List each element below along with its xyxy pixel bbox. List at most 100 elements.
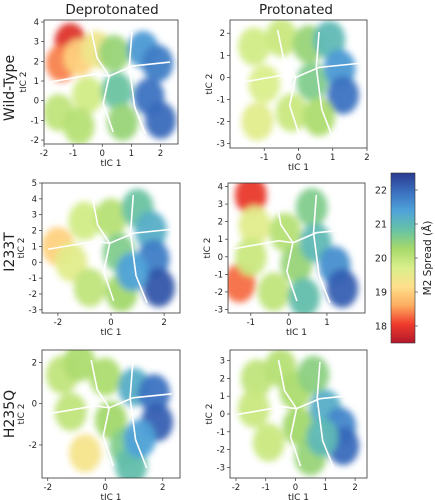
state-density-blob [313,20,346,60]
state-boundary [277,359,302,467]
y-tick-label: -3 [217,463,225,473]
state-density-blob [257,272,290,312]
y-tick-label: 1 [220,392,225,402]
colorbar-tick-label: 22 [375,186,387,197]
column-title-protonated: Protonated [259,2,333,18]
y-tick-label: -3 [29,306,37,316]
y-tick-label: 2 [220,374,225,384]
y-tick-label: 0 [32,400,37,410]
y-tick-label: 3 [218,200,223,210]
y-tick-label: 2 [32,227,37,237]
colorbar-ticks: 18 19 20 21 22 [375,186,418,333]
state-boundary [276,29,301,137]
colorbar: 18 19 20 21 22 M2 Spread (Å) [375,172,434,344]
state-density-blob [116,252,149,292]
x-tick-label: 0 [103,483,108,493]
state-density-blob [295,188,328,228]
y-tick-label: 2 [34,57,39,67]
state-density-blob [55,242,88,282]
axes-frame [43,19,179,145]
state-boundaries [235,29,360,139]
y-tick-label: -2 [217,118,225,128]
x-tick-label: 0 [100,149,105,159]
y-axis-label: tIC 2 [205,403,215,424]
x-axis-label: tIC 1 [286,328,307,338]
state-density-blob [63,350,96,382]
x-tick-label: 1 [323,483,328,493]
y-tick-label: 2 [32,358,37,368]
state-density-blob [54,392,87,432]
state-density-blob [297,355,330,395]
row-label-i233t: I233T [2,232,18,272]
state-boundary [90,359,115,467]
state-density-blob [326,268,359,308]
state-density-blob [123,419,156,458]
y-axis-label: tIC 2 [203,237,213,258]
state-density-blob [63,107,95,144]
state-boundary [129,361,148,469]
x-tick-label: -2 [40,149,48,159]
panel-i233t-protonated: -1 0 1 -3 -2 -1 0 1 2 3 4 tIC 1 tIC 2 [203,182,366,338]
density-map [46,350,174,478]
row-label-wild-type: Wild-Type [2,55,18,121]
y-tick-label: 2 [218,218,223,228]
axes-frame [41,349,181,479]
state-density-blob [303,97,336,137]
y-tick-label: -3 [215,305,223,315]
state-boundary [90,29,114,133]
state-density-blob [288,277,321,313]
y-tick-label: 0 [32,258,37,268]
x-tick-label: -1 [247,318,255,328]
y-tick-label: -1 [29,274,37,284]
x-tick-label: -1 [261,483,269,493]
x-tick-label: -1 [69,149,77,159]
y-tick-label: -3 [217,140,225,150]
axes-frame [227,182,366,314]
colorbar-label: M2 Spread (Å) [421,221,434,296]
state-density-blob [237,27,270,66]
y-axis-label: tIC 2 [17,403,27,424]
x-tick-label: -2 [44,483,52,493]
y-tick-label: -2 [217,446,225,456]
x-tick-label: 0 [286,318,291,328]
density-map [237,20,360,141]
state-density-blob [68,201,101,241]
state-density-blob [101,72,133,110]
x-tick-label: -2 [54,318,62,328]
y-tick-label: 0 [34,97,39,107]
x-tick-label: -1 [260,153,268,163]
y-tick-label: 3 [34,38,39,48]
state-density-blob [248,64,281,104]
state-density-blob [98,34,130,73]
x-axis-label: tIC 1 [100,493,121,500]
y-axis-label: tIC 2 [19,71,29,92]
y-tick-label: -1 [217,428,225,438]
panel-i233t-deprotonated: -2 0 2 -3 -2 -1 0 1 2 3 4 5 tIC 1 tIC 2 [17,179,181,338]
y-tick-label: 3 [32,211,37,221]
state-density-blob [94,198,128,238]
state-boundary [315,31,334,139]
state-boundaries [47,359,173,469]
state-density-blob [238,205,271,245]
x-tick-label: -2 [232,483,240,493]
x-tick-label: 2 [364,153,369,163]
x-tick-label: 2 [352,483,357,493]
state-density-blob [252,423,285,462]
y-tick-label: -2 [215,288,223,298]
y-tick-label: 2 [220,29,225,39]
colorbar-gradient [390,172,416,344]
density-map [237,350,360,476]
y-tick-label: 1 [220,51,225,61]
state-boundaries [49,29,171,135]
y-tick-label: -2 [29,290,37,300]
state-density-blob [265,20,298,57]
state-boundary [274,192,298,302]
y-tick-label: 4 [32,195,37,205]
x-tick-label: 2 [160,483,165,493]
panel-h235q-deprotonated: -2 0 2 -2 0 2 tIC 1 tIC 2 [17,349,181,500]
y-tick-label: 4 [218,183,223,193]
x-axis-label: tIC 1 [100,159,121,169]
y-tick-label: -2 [29,441,37,451]
